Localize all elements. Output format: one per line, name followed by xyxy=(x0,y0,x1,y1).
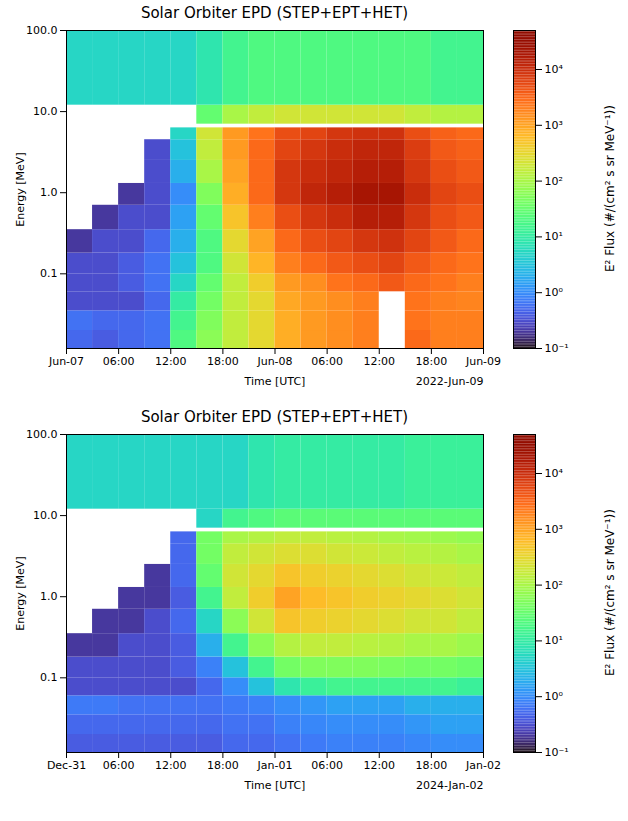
svg-text:1.0: 1.0 xyxy=(40,186,58,199)
svg-text:18:00: 18:00 xyxy=(416,355,448,368)
svg-text:Jan-01: Jan-01 xyxy=(257,759,293,772)
svg-text:06:00: 06:00 xyxy=(311,355,343,368)
svg-text:12:00: 12:00 xyxy=(155,355,187,368)
html-text:Solar Orbiter EPD (STEP+EPT+HE: Solar Orbiter EPD (STEP+EPT+HET) xyxy=(140,408,409,426)
svg-text:12:00: 12:00 xyxy=(363,355,395,368)
svg-text:2024-Jan-02: 2024-Jan-02 xyxy=(416,779,484,792)
svg-text:10⁰: 10⁰ xyxy=(545,690,564,703)
svg-text:06:00: 06:00 xyxy=(103,759,135,772)
svg-text:10²: 10² xyxy=(545,175,563,188)
html-text:E² Flux (#/(cm² s sr MeV⁻¹)): E² Flux (#/(cm² s sr MeV⁻¹)) xyxy=(603,509,617,677)
svg-text:2022-Jun-09: 2022-Jun-09 xyxy=(416,375,484,388)
svg-text:10¹: 10¹ xyxy=(545,230,563,243)
svg-text:Jan-02: Jan-02 xyxy=(465,759,501,772)
svg-text:10⁰: 10⁰ xyxy=(545,286,564,299)
svg-text:10⁴: 10⁴ xyxy=(545,63,564,76)
svg-text:06:00: 06:00 xyxy=(311,759,343,772)
svg-text:18:00: 18:00 xyxy=(207,355,239,368)
svg-text:Jun-09: Jun-09 xyxy=(465,355,501,368)
svg-text:100.0: 100.0 xyxy=(26,24,58,37)
svg-text:0.1: 0.1 xyxy=(40,671,58,684)
svg-text:Dec-31: Dec-31 xyxy=(47,759,86,772)
svg-text:Jun-07: Jun-07 xyxy=(48,355,84,368)
svg-text:06:00: 06:00 xyxy=(103,355,135,368)
html-text:E² Flux (#/(cm² s sr MeV⁻¹)): E² Flux (#/(cm² s sr MeV⁻¹)) xyxy=(603,105,617,273)
svg-text:10⁻¹: 10⁻¹ xyxy=(545,342,569,355)
svg-text:Energy [MeV]: Energy [MeV] xyxy=(14,152,27,226)
svg-text:Time [UTC]: Time [UTC] xyxy=(244,375,306,388)
svg-text:100.0: 100.0 xyxy=(26,428,58,441)
svg-text:Energy [MeV]: Energy [MeV] xyxy=(14,556,27,630)
svg-text:18:00: 18:00 xyxy=(207,759,239,772)
svg-text:18:00: 18:00 xyxy=(416,759,448,772)
svg-text:10²: 10² xyxy=(545,579,563,592)
svg-text:Jun-08: Jun-08 xyxy=(256,355,292,368)
svg-text:10.0: 10.0 xyxy=(33,105,58,118)
svg-text:10¹: 10¹ xyxy=(545,634,563,647)
svg-text:10.0: 10.0 xyxy=(33,509,58,522)
svg-text:12:00: 12:00 xyxy=(155,759,187,772)
svg-text:Time [UTC]: Time [UTC] xyxy=(244,779,306,792)
svg-text:10³: 10³ xyxy=(545,119,563,132)
svg-text:10⁴: 10⁴ xyxy=(545,467,564,480)
svg-text:10⁻¹: 10⁻¹ xyxy=(545,746,569,759)
svg-text:1.0: 1.0 xyxy=(40,590,58,603)
svg-text:0.1: 0.1 xyxy=(40,267,58,280)
html-text:Solar Orbiter EPD (STEP+EPT+HE: Solar Orbiter EPD (STEP+EPT+HET) xyxy=(140,4,409,22)
svg-text:12:00: 12:00 xyxy=(363,759,395,772)
svg-text:10³: 10³ xyxy=(545,523,563,536)
